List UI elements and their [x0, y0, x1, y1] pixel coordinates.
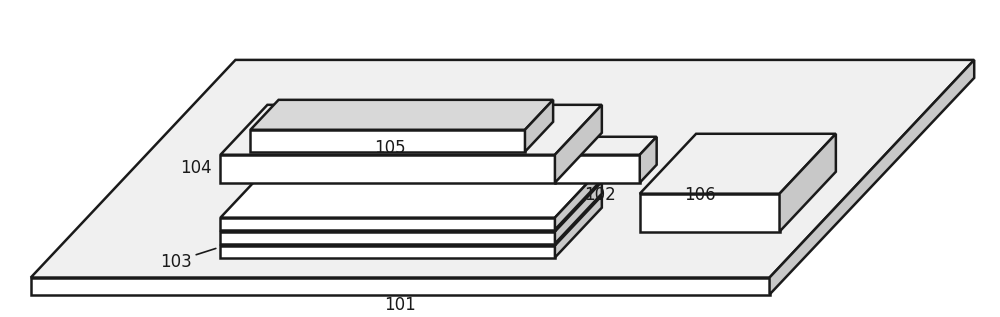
- Polygon shape: [220, 246, 555, 258]
- Polygon shape: [220, 105, 602, 155]
- Polygon shape: [525, 100, 553, 152]
- Polygon shape: [555, 137, 657, 155]
- Text: 106: 106: [684, 186, 715, 204]
- Text: 104: 104: [180, 159, 211, 177]
- Polygon shape: [640, 194, 780, 232]
- Polygon shape: [555, 105, 602, 183]
- Polygon shape: [640, 137, 657, 183]
- Polygon shape: [770, 60, 974, 294]
- Text: 103: 103: [160, 253, 191, 271]
- Polygon shape: [220, 182, 602, 232]
- Polygon shape: [220, 155, 555, 183]
- Polygon shape: [220, 218, 555, 230]
- Polygon shape: [31, 60, 974, 278]
- Polygon shape: [555, 155, 640, 183]
- Polygon shape: [31, 278, 770, 294]
- Polygon shape: [250, 100, 553, 130]
- Polygon shape: [555, 196, 602, 258]
- Polygon shape: [220, 196, 602, 246]
- Polygon shape: [780, 134, 836, 232]
- Text: 101: 101: [384, 296, 416, 314]
- Polygon shape: [555, 182, 602, 243]
- Polygon shape: [250, 130, 525, 152]
- Polygon shape: [220, 168, 602, 218]
- Polygon shape: [555, 168, 602, 230]
- Text: 102: 102: [584, 186, 616, 204]
- Text: 105: 105: [374, 139, 406, 157]
- Polygon shape: [220, 232, 555, 243]
- Polygon shape: [640, 134, 836, 194]
